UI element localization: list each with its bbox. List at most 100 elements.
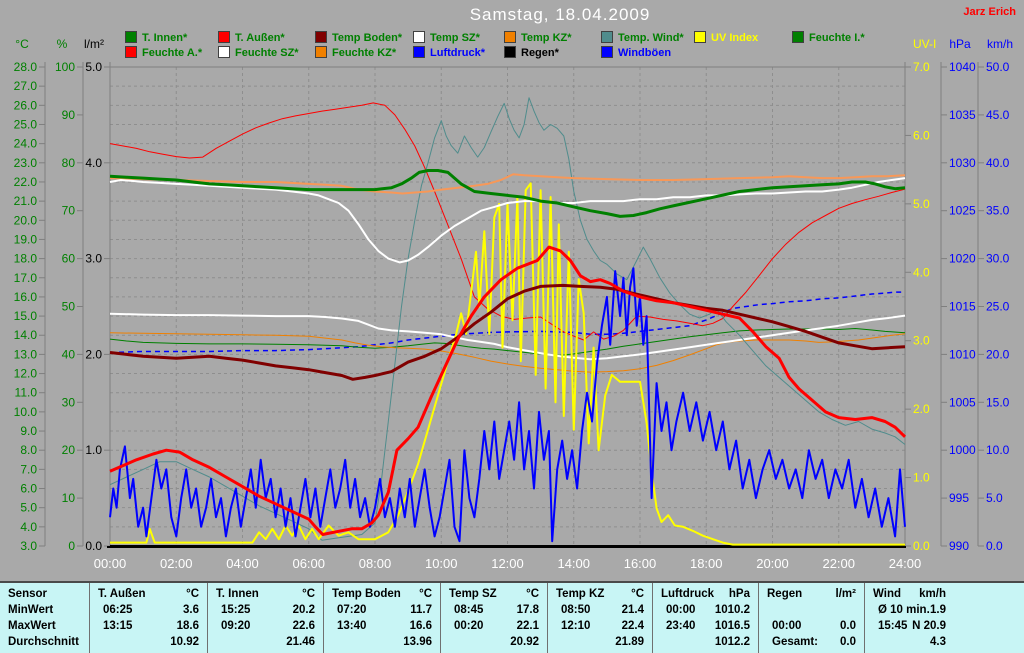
table-row: Sensor	[0, 586, 89, 602]
table-row: 10.92	[90, 634, 207, 650]
table-cell: km/h	[919, 588, 946, 600]
axis-tick-label: 17.0	[14, 271, 38, 285]
table-cell: Temp KZ	[556, 588, 605, 600]
table-cell: 22.1	[516, 620, 539, 632]
legend-label: Luftdruck*	[430, 47, 485, 59]
axis-tick-label: 35.0	[986, 204, 1010, 218]
axis-tick-label: 0.0	[913, 539, 930, 553]
x-axis-label: 00:00	[94, 556, 127, 571]
axis-tick-label: 20.0	[986, 347, 1010, 361]
table-cell	[208, 634, 221, 650]
axis-tick-label: 5.0	[85, 60, 102, 74]
table-row: 20.92	[441, 634, 547, 650]
series-feuchte-a-	[109, 102, 906, 341]
table-cell: hPa	[728, 588, 750, 600]
table-cell: 21.4	[621, 604, 644, 616]
table-cell: 07:20	[337, 604, 367, 616]
table-cell: 15:45	[878, 620, 908, 632]
axis-tick-label: 1015	[949, 300, 976, 314]
axis-tick-label: 5.0	[913, 197, 930, 211]
table-cell: 23:40	[666, 620, 696, 632]
axis-tick-label: 9.0	[20, 424, 37, 438]
table-cell: 13:15	[103, 620, 133, 632]
legend-color-swatch	[792, 31, 804, 43]
table-row: 09:20 22.6	[208, 618, 323, 634]
table-cell	[653, 634, 666, 650]
legend-item-feuchte-sz-: Feuchte SZ*	[218, 44, 299, 59]
axis-tick-label: 0.0	[986, 539, 1003, 553]
series-t-innen-	[109, 169, 906, 218]
legend-label: Temp Boden*	[332, 32, 403, 44]
axis-tick-label: 3.0	[20, 539, 37, 553]
legend-item-t-innen-: T. Innen*	[125, 29, 187, 44]
axis-tick-label: 26.0	[14, 98, 38, 112]
axis-tick-label: 15.0	[14, 309, 38, 323]
axis-tick-label: 80	[62, 156, 76, 170]
legend-item-temp-kz-: Temp KZ*	[504, 29, 572, 44]
axis-tick-label: 23.0	[14, 156, 38, 170]
table-cell: 0.0	[840, 620, 856, 632]
page-title: Samstag, 18.04.2009	[469, 5, 651, 24]
legend-label: Temp KZ*	[521, 32, 572, 44]
table-row: Ø 10 min. 1.9	[865, 602, 1024, 618]
axis-tick-label: 100	[55, 60, 75, 74]
table-cell: °C	[526, 588, 539, 600]
table-row: 21.46	[208, 634, 323, 650]
legend-item-feuchte-kz-: Feuchte KZ*	[315, 44, 396, 59]
table-column: Sensor MinWert MaxWert Durchschnitt	[0, 583, 89, 653]
table-cell	[90, 634, 103, 650]
table-row: 15:25 20.2	[208, 602, 323, 618]
x-axis-label: 16:00	[624, 556, 657, 571]
axis-tick-label: 4.0	[85, 156, 102, 170]
x-axis-label: 20:00	[756, 556, 789, 571]
table-row: 13:40 16.6	[324, 618, 440, 634]
table-cell: °C	[631, 588, 644, 600]
table-cell: 08:50	[561, 604, 591, 616]
table-row: 00:00 1010.2	[653, 602, 758, 618]
table-cell	[441, 634, 454, 650]
table-row: Gesamt: 0.0	[759, 634, 864, 650]
series-windb-en	[109, 267, 906, 543]
legend-item-feuchte-a-: Feuchte A.*	[125, 44, 202, 59]
table-row: Temp KZ °C	[548, 586, 652, 602]
table-cell: 20.2	[292, 604, 315, 616]
legend-color-swatch	[504, 46, 516, 58]
table-cell: 22.6	[292, 620, 315, 632]
legend-color-swatch	[218, 31, 230, 43]
table-cell: Gesamt:	[772, 636, 819, 648]
axis-tick-label: 0.0	[85, 539, 102, 553]
table-row: 15:45 N 20.9	[865, 618, 1024, 634]
table-cell: °C	[186, 588, 199, 600]
table-cell: °C	[419, 588, 432, 600]
axis-title-uv: UV-I	[913, 37, 936, 51]
table-cell: 06:25	[103, 604, 133, 616]
axis-tick-label: 6.0	[20, 482, 37, 496]
x-axis-label: 02:00	[160, 556, 193, 571]
x-axis-label: 24:00	[889, 556, 922, 571]
axis-tick-label: 60	[62, 252, 76, 266]
axis-tick-label: 50.0	[986, 60, 1010, 74]
x-axis-label: 08:00	[359, 556, 392, 571]
axis-tick-label: 10.0	[986, 443, 1010, 457]
axis-tick-label: 25.0	[14, 117, 38, 131]
legend-label: Feuchte SZ*	[235, 47, 299, 59]
statistics-table: Sensor MinWert MaxWert Durchschnitt T. Außen…	[0, 583, 1024, 653]
table-cell: 12:10	[561, 620, 591, 632]
table-row: 13.96	[324, 634, 440, 650]
legend-item-temp-wind-: Temp. Wind*	[601, 29, 684, 44]
table-column: T. Außen °C 06:25 3.6 13:15 18.6 10.92	[89, 583, 207, 653]
axis-tick-label: 1040	[949, 60, 976, 74]
axis-tick-label: 30	[62, 395, 76, 409]
axis-tick-label: 3.0	[85, 252, 102, 266]
axis-tick-label: 14.0	[14, 328, 38, 342]
table-row: 06:25 3.6	[90, 602, 207, 618]
table-row: Wind km/h	[865, 586, 1024, 602]
watermark-author: Jarz Erich	[963, 6, 1016, 18]
table-cell: T. Innen	[216, 588, 259, 600]
table-cell: 00:20	[454, 620, 484, 632]
axis-tick-label: 10	[62, 491, 76, 505]
legend-label: T. Außen*	[235, 32, 285, 44]
legend-label: Temp. Wind*	[618, 32, 684, 44]
axis-tick-label: 995	[949, 491, 969, 505]
axis-tick-label: 24.0	[14, 137, 38, 151]
